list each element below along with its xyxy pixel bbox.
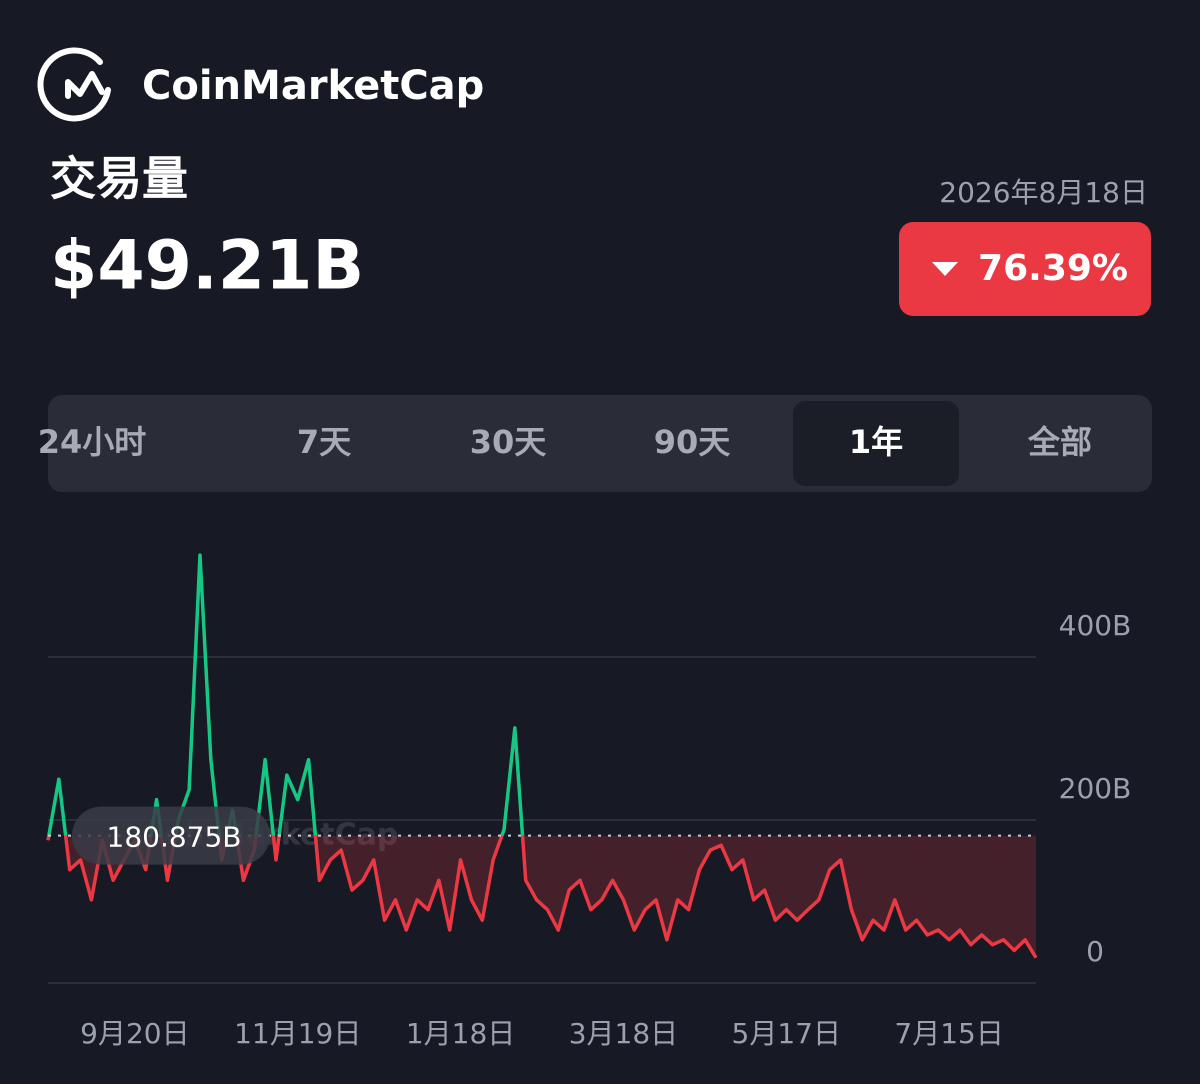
tabs: 24小时 7天 30天 90天 1年 全部 <box>38 401 1092 486</box>
logo-icon <box>37 47 111 122</box>
x-tick-label: 1月18日 <box>406 1017 515 1050</box>
chart: 0 200B 400B 9月20日 11月19日 1月18日 3月18日 5月17日 7月15日… <box>46 553 1132 1050</box>
volume-line <box>46 553 1038 959</box>
tab[interactable]: 7天 <box>297 423 351 461</box>
tab[interactable]: 30天 <box>470 423 547 461</box>
x-tick-label: 9月20日 <box>80 1017 189 1050</box>
change-badge <box>899 222 1151 316</box>
y-tick-label: 400B <box>1059 609 1132 642</box>
area <box>48 835 1036 958</box>
baseline-pill <box>72 806 270 865</box>
x-tick-label: 3月18日 <box>569 1017 678 1050</box>
tab[interactable]: 全部 <box>1027 423 1092 461</box>
brand: CoinMarketCap <box>142 63 484 109</box>
y-tick-label: 0 <box>1086 935 1104 968</box>
tab-active <box>793 401 959 486</box>
tab[interactable]: 90天 <box>654 423 731 461</box>
y-tick-label: 200B <box>1059 772 1132 805</box>
value: $49.21B <box>50 227 364 306</box>
change: 76.39% <box>978 248 1128 289</box>
date: 2026年8月18日 <box>939 176 1148 209</box>
tab-bar <box>48 395 1152 492</box>
x-tick-label: 11月19日 <box>234 1017 361 1050</box>
tab[interactable]: 24小时 <box>38 423 147 461</box>
x-tick-label: 7月15日 <box>894 1017 1003 1050</box>
baseline-label: 180.875B <box>107 821 242 854</box>
x-tick-label: 5月17日 <box>732 1017 841 1050</box>
title: 交易量 <box>50 152 188 206</box>
tab[interactable]: 1年 <box>849 423 903 461</box>
down-arrow <box>932 262 958 276</box>
